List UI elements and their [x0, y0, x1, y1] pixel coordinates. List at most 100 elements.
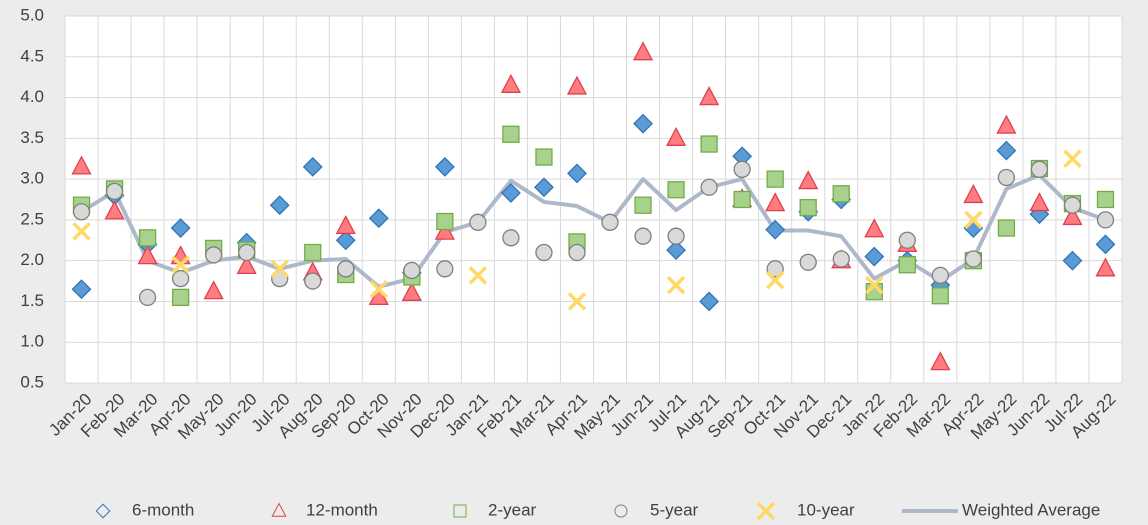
y-tick-label: 4.0	[20, 87, 44, 106]
data-point	[1062, 250, 1083, 271]
data-point	[632, 41, 654, 61]
data-point	[337, 260, 355, 278]
data-point	[1063, 196, 1082, 214]
data-point	[964, 210, 983, 230]
data-point	[171, 288, 190, 307]
data-point	[666, 240, 686, 260]
legend-swatch	[756, 501, 776, 521]
y-tick-label: 4.5	[20, 46, 44, 65]
legend-item: 5-year	[614, 500, 699, 519]
data-point	[634, 227, 652, 245]
data-point	[138, 229, 157, 247]
data-point	[601, 213, 619, 231]
legend-item: 12-month	[271, 500, 378, 519]
legend-item: 2-year	[453, 500, 537, 519]
data-point	[931, 287, 949, 305]
data-point	[1096, 190, 1115, 209]
data-point	[930, 351, 951, 371]
data-point	[567, 292, 587, 311]
data-point	[864, 218, 885, 238]
data-point	[71, 155, 92, 175]
data-point	[997, 168, 1016, 187]
y-tick-label: 1.0	[20, 332, 44, 351]
data-point	[171, 255, 190, 274]
data-point	[997, 219, 1016, 237]
data-point	[535, 243, 553, 262]
data-point	[864, 246, 885, 267]
data-point	[104, 200, 125, 220]
data-point	[269, 195, 290, 216]
data-point	[733, 160, 751, 178]
data-point	[996, 140, 1017, 161]
data-point	[963, 184, 984, 204]
data-point	[238, 243, 256, 262]
data-point	[436, 260, 454, 278]
data-point	[667, 227, 685, 245]
data-point	[502, 229, 520, 247]
data-point	[469, 213, 487, 231]
legend-swatch	[271, 502, 287, 517]
data-point	[171, 269, 190, 288]
data-point	[898, 256, 916, 274]
data-point	[335, 215, 356, 235]
legend-label: 2-year	[488, 500, 537, 519]
legend-swatch	[95, 503, 111, 519]
data-point	[436, 212, 454, 231]
y-tick-label: 2.0	[20, 250, 44, 269]
y-tick-label: 3.0	[20, 169, 44, 188]
data-point	[1096, 211, 1115, 229]
data-point	[931, 266, 949, 284]
data-point	[236, 254, 257, 275]
data-point	[634, 196, 652, 214]
data-point	[700, 178, 718, 196]
data-point	[898, 231, 916, 249]
data-point	[699, 86, 720, 106]
data-point	[170, 218, 191, 238]
data-point	[468, 266, 488, 285]
data-point	[700, 135, 718, 153]
data-point	[105, 182, 124, 200]
data-point	[996, 114, 1017, 134]
data-point	[1030, 160, 1049, 178]
data-point	[865, 275, 884, 295]
y-tick-label: 1.5	[20, 291, 44, 310]
data-point	[964, 250, 983, 268]
data-point	[765, 192, 786, 212]
data-point	[566, 75, 588, 95]
data-point	[368, 208, 389, 229]
data-point	[535, 148, 553, 166]
data-point	[335, 230, 356, 251]
data-point	[403, 261, 421, 280]
data-point	[766, 260, 784, 278]
legend-label: 6-month	[132, 500, 194, 519]
data-point	[1095, 257, 1116, 277]
data-point	[203, 280, 224, 300]
legend-label: Weighted Average	[962, 500, 1100, 519]
data-point	[1063, 149, 1082, 168]
legend-swatch	[453, 504, 467, 518]
legend-label: 5-year	[650, 500, 699, 519]
legend-item: Weighted Average	[902, 500, 1100, 519]
data-point	[534, 177, 554, 198]
data-point	[304, 243, 322, 262]
data-point	[369, 279, 389, 299]
data-point	[1095, 234, 1116, 255]
data-point	[434, 220, 455, 240]
data-point	[567, 163, 587, 184]
data-point	[302, 156, 323, 177]
data-point	[72, 203, 91, 221]
data-point	[699, 291, 720, 312]
y-tick-label: 2.5	[20, 209, 44, 228]
data-point	[766, 170, 784, 188]
data-point	[765, 219, 786, 240]
data-point	[799, 199, 817, 217]
data-point	[138, 288, 157, 307]
data-point	[1062, 206, 1083, 226]
data-point	[666, 275, 686, 295]
data-point	[137, 245, 158, 265]
data-point	[1029, 192, 1050, 212]
data-point	[204, 246, 223, 264]
data-point	[501, 183, 521, 203]
legend-item: 6-month	[95, 500, 194, 519]
